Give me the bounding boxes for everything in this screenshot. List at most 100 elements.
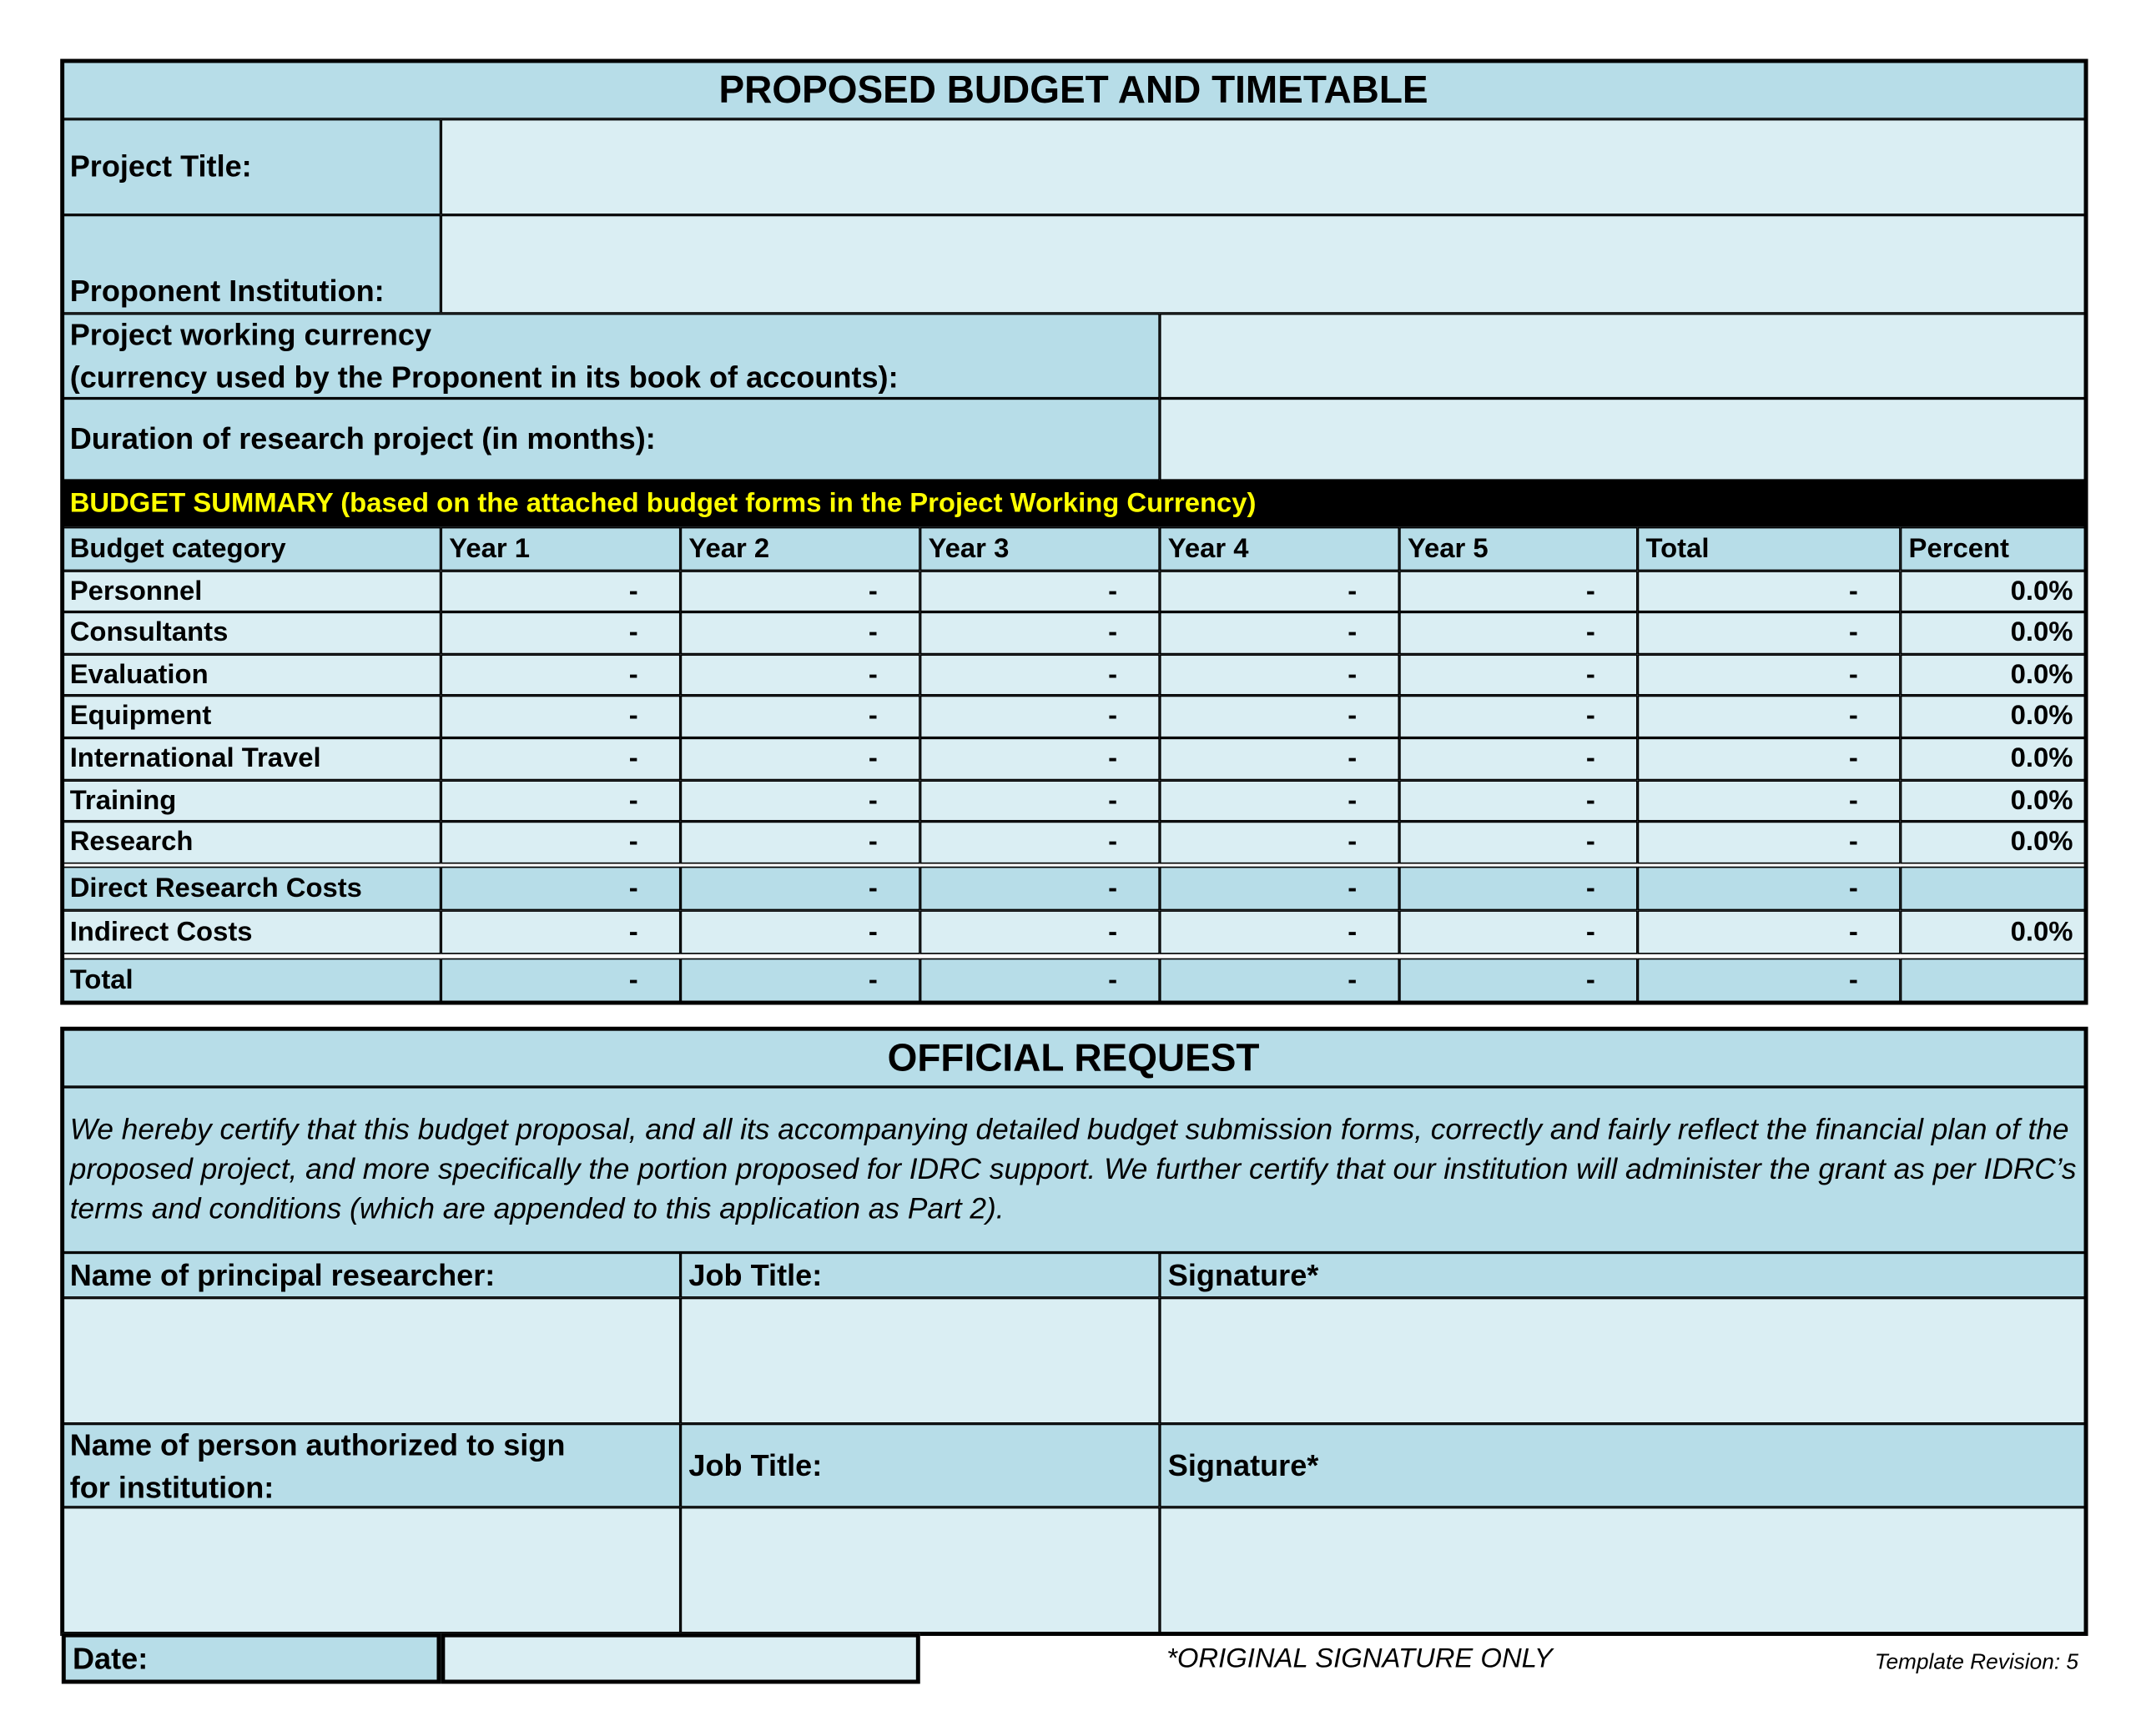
budget-amount-cell: - — [1159, 821, 1400, 864]
budget-amount-cell: - — [1399, 866, 1638, 911]
budget-amount-cell: - — [1637, 737, 1901, 781]
column-header: Year 1 — [441, 526, 681, 571]
date-input[interactable] — [441, 1633, 920, 1684]
researcher-job-title-label: Job Title: — [680, 1252, 1160, 1298]
budget-amount-cell: - — [1399, 958, 1638, 1003]
budget-amount-cell: - — [1637, 611, 1901, 655]
budget-percent-cell: 0.0% — [1900, 780, 2086, 822]
budget-amount-cell: - — [1399, 571, 1638, 612]
column-header: Year 4 — [1159, 526, 1400, 571]
column-header: Year 5 — [1399, 526, 1638, 571]
budget-category-label: Evaluation — [61, 654, 441, 696]
authorized-name-input[interactable] — [61, 1507, 681, 1633]
budget-amount-cell: - — [680, 611, 920, 655]
researcher-signature-label: Signature* — [1159, 1252, 2086, 1298]
currency-label-line1: Project working currency — [69, 317, 432, 352]
budget-category-label: International Travel — [61, 737, 441, 781]
project-title-input[interactable] — [441, 118, 2086, 215]
authorized-job-title-input[interactable] — [680, 1507, 1160, 1633]
budget-amount-cell: - — [441, 695, 681, 738]
budget-amount-cell: - — [680, 780, 920, 822]
budget-amount-cell: - — [441, 571, 681, 612]
budget-amount-cell: - — [1637, 780, 1901, 822]
budget-amount-cell: - — [441, 958, 681, 1003]
budget-percent-cell: 0.0% — [1900, 654, 2086, 696]
budget-percent-cell: 0.0% — [1900, 737, 2086, 781]
budget-percent-cell: 0.0% — [1900, 695, 2086, 738]
budget-amount-cell: - — [1637, 910, 1901, 954]
researcher-job-title-input[interactable] — [680, 1297, 1160, 1424]
budget-amount-cell: - — [919, 695, 1160, 738]
budget-amount-cell: - — [1399, 611, 1638, 655]
budget-amount-cell: - — [919, 866, 1160, 911]
budget-amount-cell: - — [1159, 654, 1400, 696]
budget-amount-cell: - — [1637, 654, 1901, 696]
budget-amount-cell: - — [1159, 780, 1400, 822]
budget-amount-cell: - — [441, 737, 681, 781]
budget-amount-cell: - — [1637, 821, 1901, 864]
institution-input[interactable] — [441, 214, 2086, 314]
budget-amount-cell: - — [441, 821, 681, 864]
authorized-signature-field[interactable] — [1159, 1507, 2086, 1633]
budget-amount-cell: - — [1399, 695, 1638, 738]
budget-category-label: Indirect Costs — [61, 910, 441, 954]
column-header: Year 2 — [680, 526, 920, 571]
certification-text: We hereby certify that this budget propo… — [61, 1086, 2086, 1253]
budget-amount-cell: - — [441, 910, 681, 954]
budget-amount-cell: - — [919, 780, 1160, 822]
budget-amount-cell: - — [680, 695, 920, 738]
authorized-label-line1: Name of person authorized to sign — [69, 1427, 566, 1462]
budget-summary-banner: BUDGET SUMMARY (based on the attached bu… — [61, 480, 2086, 527]
budget-amount-cell: - — [1159, 737, 1400, 781]
template-revision: Template Revision: 5 — [1874, 1651, 2079, 1674]
budget-amount-cell: - — [1637, 866, 1901, 911]
authorized-label-line2: for institution: — [69, 1469, 275, 1504]
form-title: PROPOSED BUDGET AND TIMETABLE — [61, 60, 2086, 119]
institution-label: Proponent Institution: — [61, 214, 441, 314]
currency-label-line2: (currency used by the Proponent in its b… — [69, 360, 899, 395]
researcher-name-input[interactable] — [61, 1297, 681, 1424]
budget-amount-cell: - — [1637, 958, 1901, 1003]
budget-percent-cell: 0.0% — [1900, 910, 2086, 954]
budget-amount-cell: - — [1399, 910, 1638, 954]
currency-input[interactable] — [1159, 313, 2086, 399]
budget-percent-cell — [1900, 958, 2086, 1003]
budget-amount-cell: - — [1637, 571, 1901, 612]
authorized-signature-label: Signature* — [1159, 1423, 2086, 1507]
budget-percent-cell — [1900, 866, 2086, 911]
budget-category-label: Personnel — [61, 571, 441, 612]
budget-percent-cell: 0.0% — [1900, 611, 2086, 655]
budget-amount-cell: - — [1159, 571, 1400, 612]
budget-amount-cell: - — [919, 910, 1160, 954]
budget-amount-cell: - — [680, 654, 920, 696]
budget-amount-cell: - — [919, 654, 1160, 696]
budget-amount-cell: - — [1159, 611, 1400, 655]
researcher-name-label: Name of principal researcher: — [61, 1252, 681, 1298]
column-header: Percent — [1900, 526, 2086, 571]
budget-amount-cell: - — [680, 910, 920, 954]
column-header: Total — [1637, 526, 1901, 571]
budget-amount-cell: - — [1637, 695, 1901, 738]
researcher-signature-field[interactable] — [1159, 1297, 2086, 1424]
budget-amount-cell: - — [680, 866, 920, 911]
budget-amount-cell: - — [1399, 821, 1638, 864]
budget-amount-cell: - — [1159, 958, 1400, 1003]
budget-category-label: Training — [61, 780, 441, 822]
budget-amount-cell: - — [441, 866, 681, 911]
budget-amount-cell: - — [441, 654, 681, 696]
budget-amount-cell: - — [1159, 910, 1400, 954]
budget-amount-cell: - — [1159, 866, 1400, 911]
duration-label: Duration of research project (in months)… — [61, 398, 1160, 481]
duration-input[interactable] — [1159, 398, 2086, 481]
budget-percent-cell: 0.0% — [1900, 571, 2086, 612]
budget-amount-cell: - — [919, 958, 1160, 1003]
budget-category-label: Research — [61, 821, 441, 864]
budget-amount-cell: - — [919, 821, 1160, 864]
budget-amount-cell: - — [919, 737, 1160, 781]
budget-amount-cell: - — [1399, 780, 1638, 822]
budget-amount-cell: - — [1399, 654, 1638, 696]
authorized-job-title-label: Job Title: — [680, 1423, 1160, 1507]
currency-label: Project working currency (currency used … — [61, 313, 1160, 399]
column-header: Budget category — [61, 526, 441, 571]
